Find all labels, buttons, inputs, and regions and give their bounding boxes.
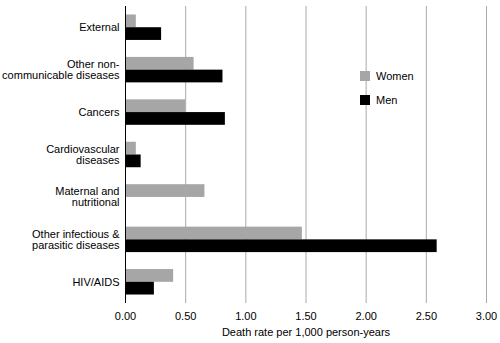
svg-text:Other infectious &parasitic di: Other infectious &parasitic diseases — [32, 228, 120, 251]
svg-text:3.00: 3.00 — [476, 310, 497, 322]
svg-text:0.50: 0.50 — [175, 310, 196, 322]
svg-text:1.00: 1.00 — [235, 310, 256, 322]
html-text:Men: Men — [376, 94, 398, 106]
svg-text:1.50: 1.50 — [295, 310, 316, 322]
svg-text:2.00: 2.00 — [355, 310, 376, 322]
svg-text:2.50: 2.50 — [416, 310, 437, 322]
svg-text:Maternal andnutritional: Maternal andnutritional — [55, 185, 119, 208]
svg-text:HIV/AIDS: HIV/AIDS — [72, 276, 119, 288]
svg-text:Other non-communicable disease: Other non-communicable diseases — [2, 58, 120, 81]
svg-text:Death rate per 1,000 person-ye: Death rate per 1,000 person-years — [222, 326, 391, 338]
html-text:Women: Women — [376, 70, 414, 82]
svg-text:0.00: 0.00 — [115, 310, 136, 322]
svg-text:External: External — [79, 21, 119, 33]
svg-text:Cancers: Cancers — [79, 106, 120, 118]
svg-text:Cardiovasculardiseases: Cardiovasculardiseases — [46, 143, 120, 166]
